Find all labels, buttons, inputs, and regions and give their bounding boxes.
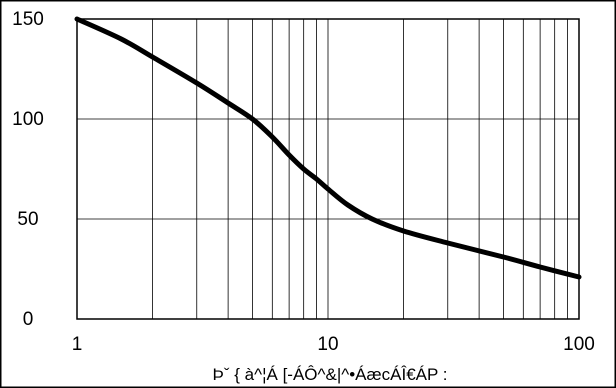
series-layer xyxy=(74,16,582,280)
x-axis-label: Þˇ { à^¦Á [-ÁÔ^&|^•ÁæcÁÎ€ÁP : xyxy=(213,365,448,384)
y-tick-label: 0 xyxy=(23,309,34,330)
x-tick-labels: 1 10 100 xyxy=(72,334,595,355)
y-tick-label: 100 xyxy=(12,109,44,130)
y-tick-label: 50 xyxy=(17,209,38,230)
x-tick-label: 1 xyxy=(72,334,83,355)
grid xyxy=(77,19,579,319)
x-tick-label: 10 xyxy=(317,334,338,355)
y-tick-label: 150 xyxy=(12,9,44,30)
y-tick-labels: 0 50 100 150 xyxy=(12,9,44,330)
series-line xyxy=(74,16,582,280)
x-tick-label: 100 xyxy=(563,334,595,355)
plot-frame xyxy=(76,18,580,320)
